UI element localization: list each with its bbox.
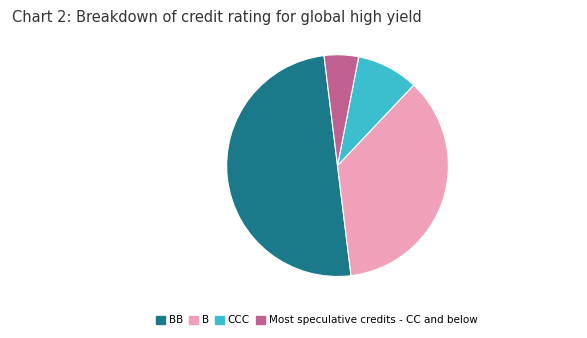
Wedge shape [227,55,351,276]
Wedge shape [338,85,448,276]
Wedge shape [338,57,414,166]
Wedge shape [324,55,359,166]
Legend: BB, B, CCC, Most speculative credits - CC and below: BB, B, CCC, Most speculative credits - C… [152,311,482,330]
Text: Chart 2: Breakdown of credit rating for global high yield: Chart 2: Breakdown of credit rating for … [12,10,421,25]
